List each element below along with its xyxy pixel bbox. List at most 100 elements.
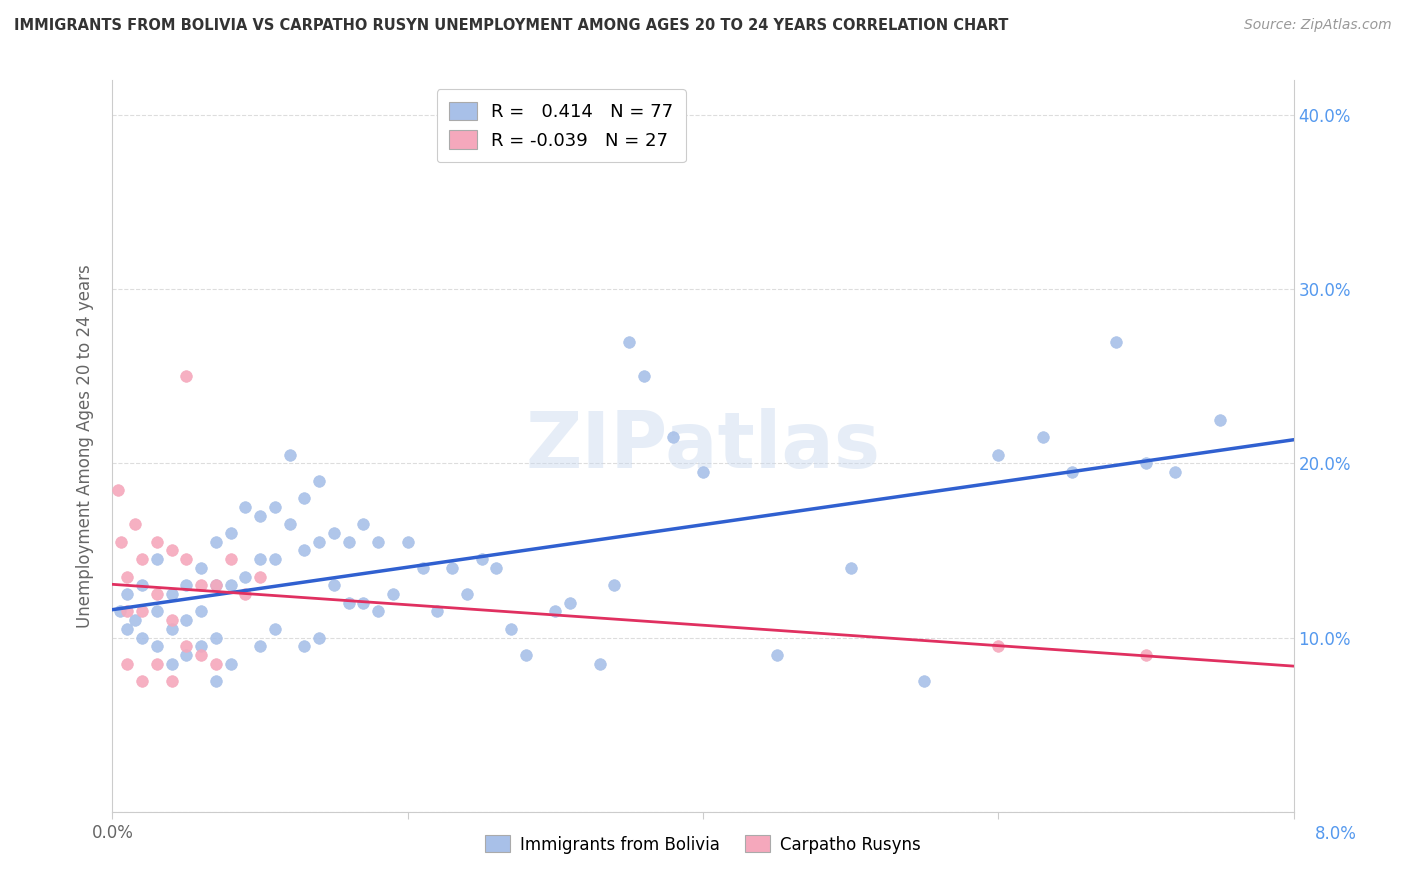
Point <box>352 517 374 532</box>
Point <box>174 640 197 654</box>
Point <box>108 604 131 618</box>
Point <box>131 631 153 645</box>
Point <box>987 640 1010 654</box>
Point <box>160 613 183 627</box>
Point <box>146 640 169 654</box>
Point <box>633 369 655 384</box>
Point <box>190 640 212 654</box>
Point <box>501 622 523 636</box>
Point <box>117 622 138 636</box>
Point <box>124 517 146 532</box>
Text: 8.0%: 8.0% <box>1315 825 1357 843</box>
Point <box>131 552 153 566</box>
Point <box>190 648 212 662</box>
Point <box>471 552 494 566</box>
Point <box>219 552 242 566</box>
Point <box>131 578 153 592</box>
Point <box>485 561 508 575</box>
Point <box>107 483 129 497</box>
Point <box>987 448 1010 462</box>
Point <box>692 465 714 479</box>
Point <box>219 578 242 592</box>
Point <box>146 604 169 618</box>
Text: Source: ZipAtlas.com: Source: ZipAtlas.com <box>1244 18 1392 32</box>
Point <box>249 640 271 654</box>
Point <box>839 561 862 575</box>
Point <box>914 674 936 689</box>
Point <box>117 587 138 601</box>
Point <box>249 508 271 523</box>
Point <box>117 604 138 618</box>
Point <box>1105 334 1128 349</box>
Text: ZIPatlas: ZIPatlas <box>526 408 880 484</box>
Point <box>412 561 434 575</box>
Point <box>117 569 138 583</box>
Point <box>160 657 183 671</box>
Point <box>190 561 212 575</box>
Point <box>278 448 301 462</box>
Point <box>110 534 132 549</box>
Point <box>174 613 197 627</box>
Point <box>219 657 242 671</box>
Point <box>1208 413 1232 427</box>
Point <box>219 526 242 541</box>
Point <box>174 648 197 662</box>
Point <box>588 657 610 671</box>
Point <box>662 430 685 444</box>
Point <box>1062 465 1084 479</box>
Point <box>174 578 197 592</box>
Point <box>205 534 228 549</box>
Point <box>1135 457 1157 471</box>
Point <box>146 657 169 671</box>
Point <box>278 517 301 532</box>
Point <box>337 596 360 610</box>
Point <box>323 578 346 592</box>
Point <box>233 569 256 583</box>
Point <box>249 569 271 583</box>
Point <box>124 613 146 627</box>
Y-axis label: Unemployment Among Ages 20 to 24 years: Unemployment Among Ages 20 to 24 years <box>76 264 94 628</box>
Point <box>308 631 330 645</box>
Point <box>515 648 537 662</box>
Point <box>367 604 389 618</box>
Legend: Immigrants from Bolivia, Carpatho Rusyns: Immigrants from Bolivia, Carpatho Rusyns <box>477 827 929 862</box>
Point <box>441 561 464 575</box>
Point <box>205 578 228 592</box>
Point <box>619 334 641 349</box>
Point <box>174 369 197 384</box>
Point <box>160 674 183 689</box>
Point <box>1164 465 1187 479</box>
Point <box>292 491 315 506</box>
Point <box>308 474 330 488</box>
Point <box>264 500 287 514</box>
Point <box>396 534 419 549</box>
Point <box>233 587 256 601</box>
Point <box>205 674 228 689</box>
Point <box>456 587 478 601</box>
Point <box>146 534 169 549</box>
Point <box>131 674 153 689</box>
Point <box>174 552 197 566</box>
Point <box>160 587 183 601</box>
Point <box>308 534 330 549</box>
Point <box>544 604 567 618</box>
Point <box>292 543 315 558</box>
Point <box>146 552 169 566</box>
Point <box>190 578 212 592</box>
Point <box>1032 430 1054 444</box>
Point <box>160 543 183 558</box>
Point <box>1135 648 1157 662</box>
Point <box>264 552 287 566</box>
Point <box>765 648 787 662</box>
Point <box>426 604 449 618</box>
Point <box>337 534 360 549</box>
Point <box>205 631 228 645</box>
Point <box>560 596 582 610</box>
Point <box>249 552 271 566</box>
Point <box>205 578 228 592</box>
Point <box>603 578 626 592</box>
Point <box>233 500 256 514</box>
Point <box>292 640 315 654</box>
Point <box>131 604 153 618</box>
Text: IMMIGRANTS FROM BOLIVIA VS CARPATHO RUSYN UNEMPLOYMENT AMONG AGES 20 TO 24 YEARS: IMMIGRANTS FROM BOLIVIA VS CARPATHO RUSY… <box>14 18 1008 33</box>
